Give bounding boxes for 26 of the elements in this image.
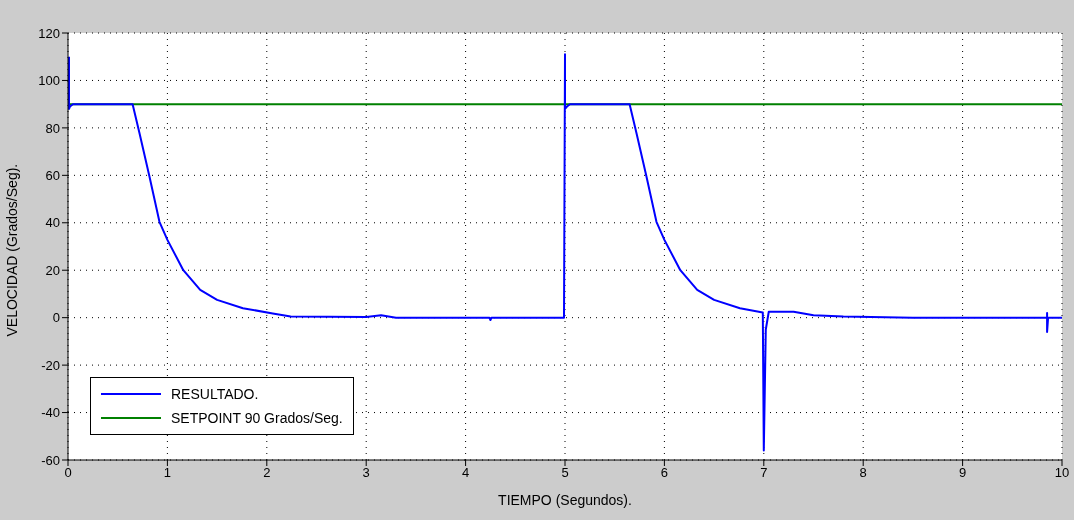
x-tick-label: 6 (660, 465, 669, 481)
legend-label: RESULTADO. (171, 386, 259, 402)
y-tick-label: -60 (41, 452, 60, 468)
y-tick-label: 40 (45, 215, 60, 231)
x-tick-label: 9 (958, 465, 967, 481)
y-tick-label: 0 (52, 310, 60, 326)
x-tick-label: 7 (760, 465, 768, 481)
x-tick-label: 0 (64, 465, 72, 481)
line-series (68, 53, 1062, 452)
y-tick-label: 120 (38, 25, 60, 41)
legend-label: SETPOINT 90 Grados/Seg. (171, 410, 343, 426)
x-tick-label: 1 (163, 465, 172, 481)
x-tick-label: 3 (362, 465, 370, 481)
x-axis-title: TIEMPO (Segundos). (498, 492, 632, 508)
x-tick-label: 10 (1054, 465, 1070, 481)
y-tick-label: 20 (45, 262, 60, 278)
x-tick-label: 4 (461, 465, 470, 481)
x-tick-label: 5 (561, 465, 569, 481)
y-tick-label: 100 (38, 73, 60, 89)
y-tick-label: 60 (45, 167, 60, 183)
y-tick-label: -20 (41, 357, 60, 373)
y-tick-label: -40 (41, 405, 60, 421)
y-tick-label: 80 (45, 120, 60, 136)
y-axis-title: VELOCIDAD (Grados/Seg). (3, 163, 20, 337)
x-tick-label: 8 (859, 465, 867, 481)
x-tick-label: 2 (263, 465, 271, 481)
